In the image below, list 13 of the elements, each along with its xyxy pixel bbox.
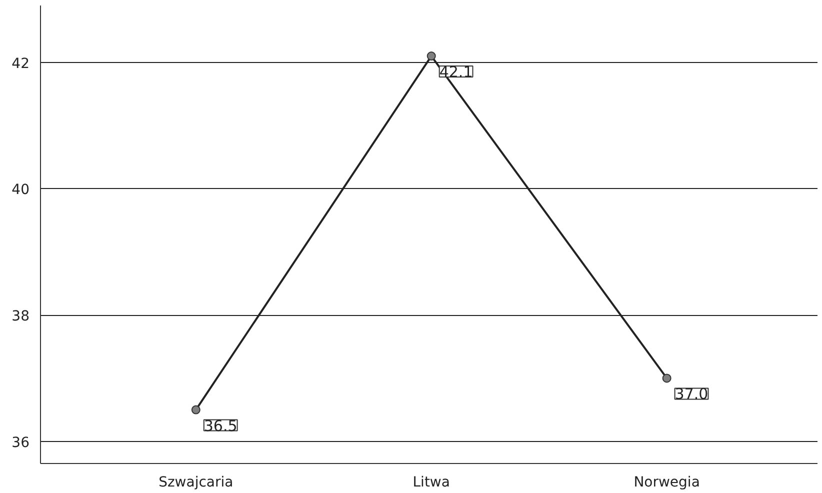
y-tick-label: 42 xyxy=(12,56,30,72)
y-tick-label: 38 xyxy=(12,308,30,325)
y-tick-label: 40 xyxy=(12,182,30,198)
x-tick-label: Norwegia xyxy=(634,474,700,490)
x-tick-label: Szwajcaria xyxy=(158,474,234,490)
point xyxy=(426,52,436,61)
data-label: 37.0 xyxy=(674,385,708,404)
x-tick-label: Litwa xyxy=(412,474,450,490)
y-tick-label: 36 xyxy=(12,434,30,451)
data-label: 36.5 xyxy=(204,416,238,435)
point xyxy=(191,405,200,414)
point xyxy=(662,374,672,383)
data-label: 42.1 xyxy=(439,63,473,82)
